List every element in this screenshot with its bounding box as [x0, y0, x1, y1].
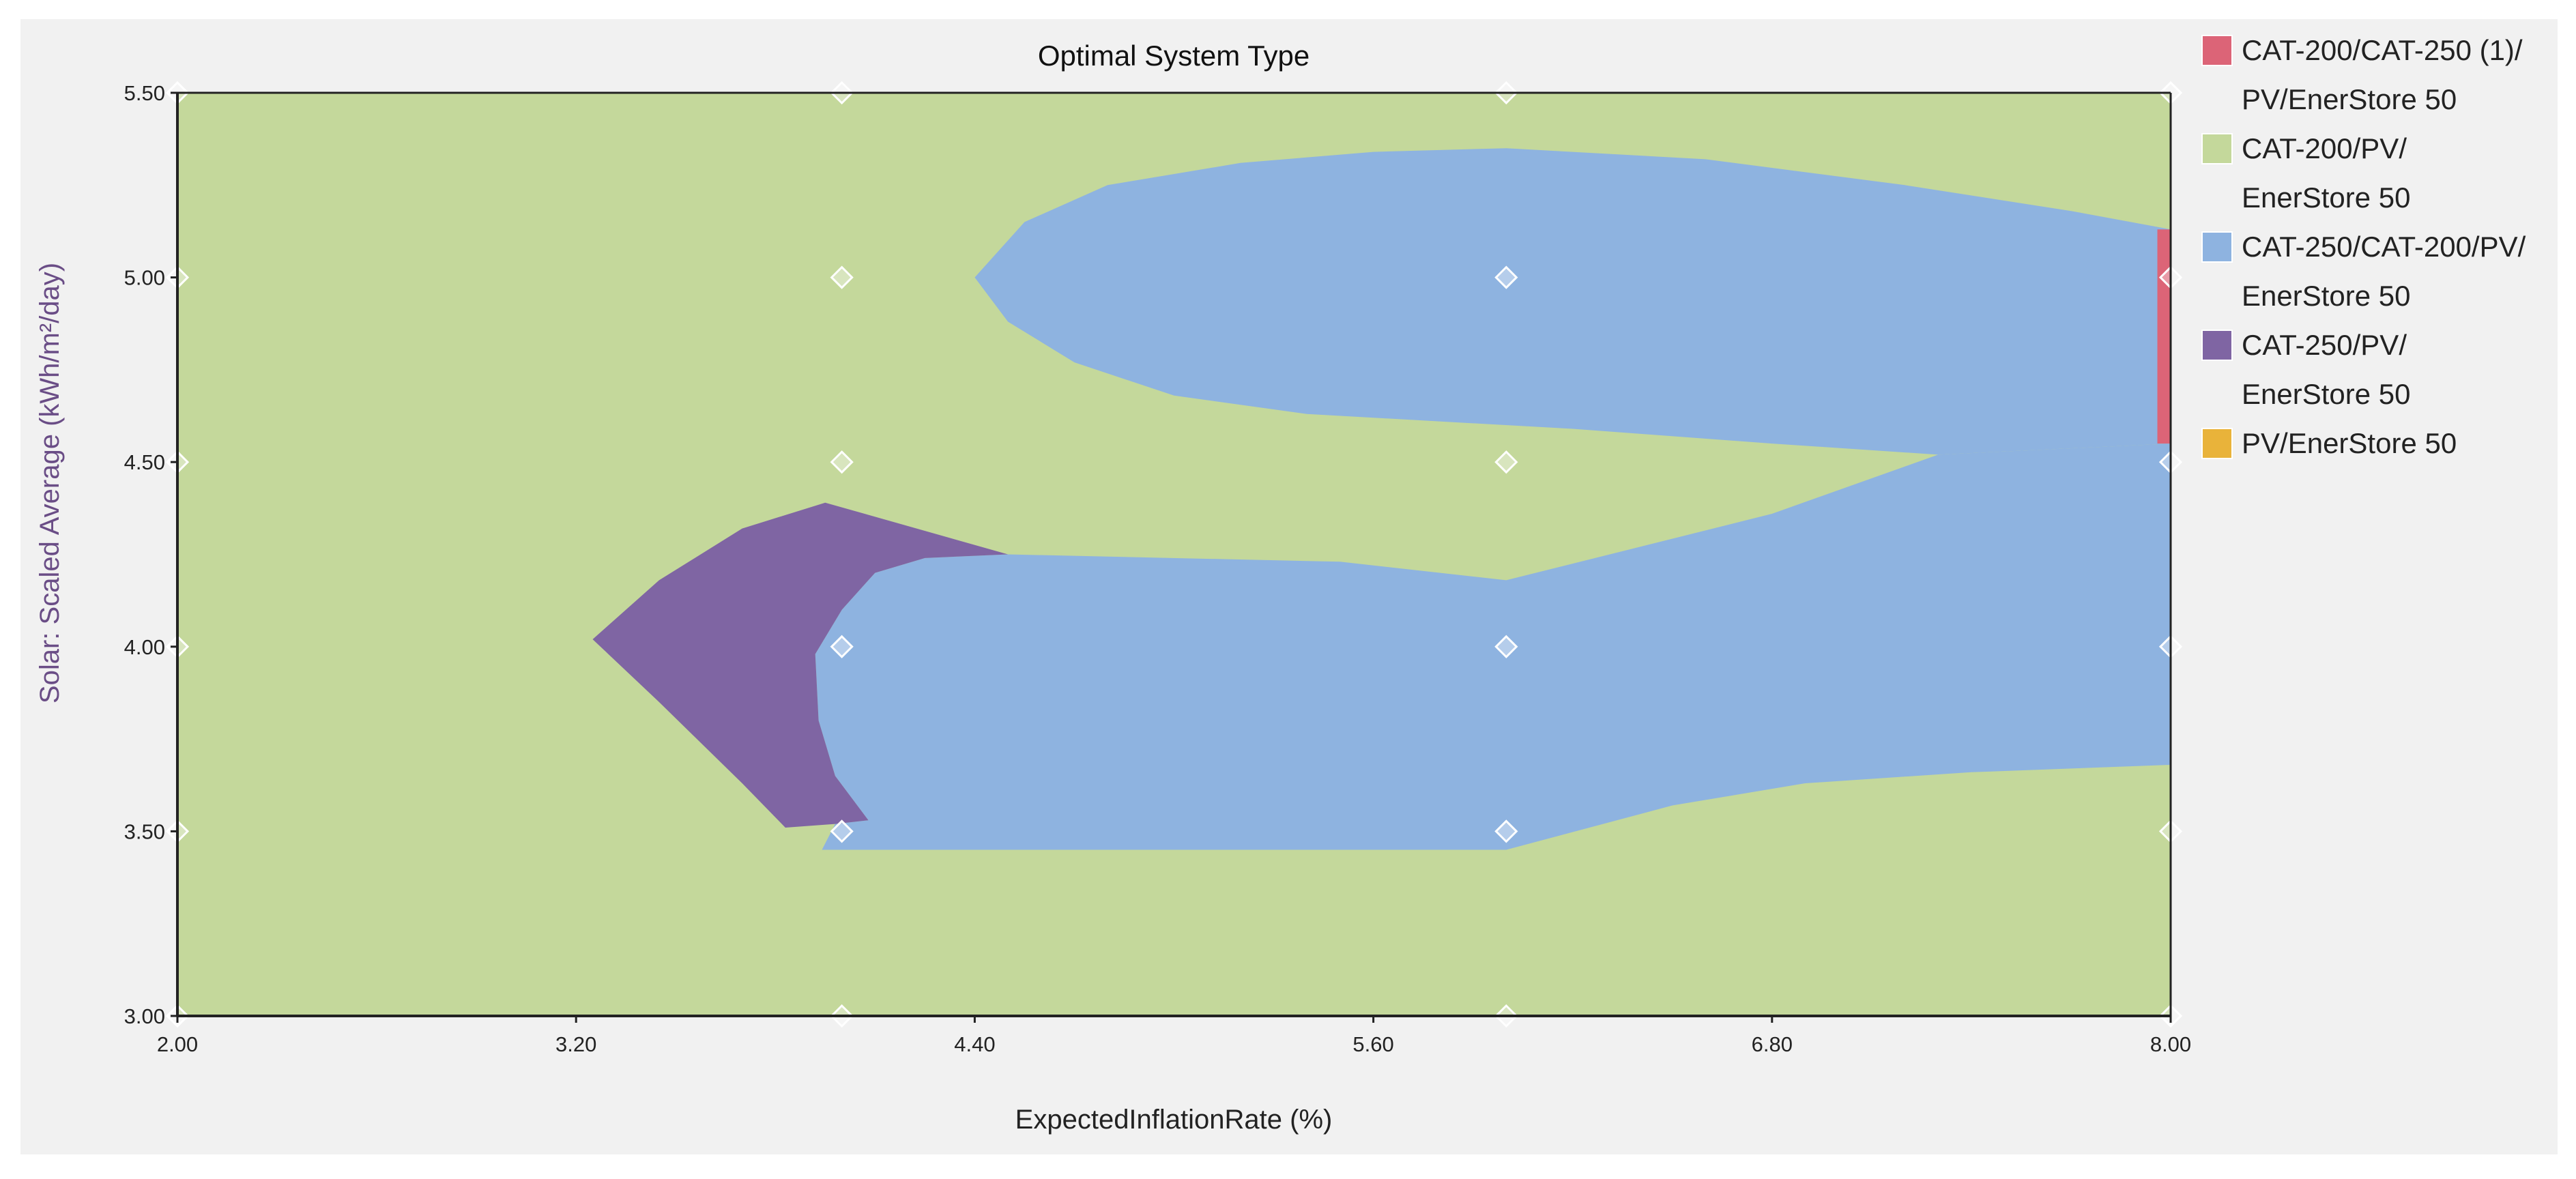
sample-point-marker — [1494, 635, 1518, 658]
x-axis-label: ExpectedInflationRate (%) — [1015, 1105, 1333, 1135]
legend-entry: PV/EnerStore 50 — [2201, 427, 2457, 459]
tick-labels: 2.00 3.20 4.40 5.60 6.80 8.00 3.00 3.50 4.00 4.50… — [124, 81, 2192, 1056]
y-tick-label: 3.00 — [124, 1004, 165, 1028]
sample-point-marker — [1494, 819, 1518, 843]
y-tick-label: 4.00 — [124, 635, 165, 659]
sample-point-marker — [830, 450, 854, 474]
legend-label: EnerStore 50 — [2242, 378, 2411, 410]
y-tick-label: 4.50 — [124, 450, 165, 474]
x-tick-label: 2.00 — [157, 1032, 198, 1056]
sample-point-marker — [1494, 265, 1518, 289]
legend-label: EnerStore 50 — [2242, 280, 2411, 312]
y-tick-label: 3.50 — [124, 819, 165, 843]
lower-blue-region — [815, 443, 2171, 850]
sample-point-marker — [830, 635, 854, 658]
purple-region — [592, 502, 1009, 828]
y-tick-label: 5.50 — [124, 81, 165, 105]
legend-label: PV/EnerStore 50 — [2242, 83, 2457, 115]
legend-label: CAT-200/CAT-250 (1)/ — [2242, 34, 2523, 66]
x-tick-label: 5.60 — [1352, 1032, 1393, 1056]
legend-swatch — [2201, 231, 2233, 263]
sample-point-marker — [1494, 450, 1518, 474]
legend-swatch — [2201, 330, 2233, 361]
chart-frame: Optimal System Type 2.00 3.20 4.40 5.60 6.80… — [20, 19, 2558, 1154]
legend-entry: CAT-200/CAT-250 (1)/ PV/EnerStore 50 — [2201, 34, 2523, 115]
legend-label: PV/EnerStore 50 — [2242, 427, 2457, 459]
x-tick-label: 3.20 — [555, 1032, 596, 1056]
sample-point-marker — [830, 819, 854, 843]
legend-label: CAT-250/CAT-200/PV/ — [2242, 231, 2526, 263]
legend-entry: CAT-250/CAT-200/PV/EnerStore 50 — [2201, 231, 2526, 312]
legend-entry: CAT-200/PV/EnerStore 50 — [2201, 132, 2411, 214]
y-axis-label: Solar: Scaled Average (kWh/m²/day) — [35, 263, 65, 703]
legend-label: EnerStore 50 — [2242, 181, 2411, 214]
chart-title: Optimal System Type — [1038, 40, 1309, 72]
legend-label: CAT-250/PV/ — [2242, 329, 2407, 361]
legend-swatch — [2201, 35, 2233, 66]
legend: CAT-200/CAT-250 (1)/PV/EnerStore 50CAT-2… — [2201, 34, 2526, 459]
plot-area — [177, 93, 2171, 1016]
legend-label: CAT-200/PV/ — [2242, 132, 2407, 164]
upper-blue-region — [974, 148, 2171, 455]
legend-entry: CAT-250/PV/EnerStore 50 — [2201, 329, 2411, 410]
red-strip-region — [2157, 229, 2171, 444]
x-tick-label: 6.80 — [1752, 1032, 1793, 1056]
y-tick-label: 5.00 — [124, 266, 165, 290]
x-tick-label: 4.40 — [954, 1032, 995, 1056]
legend-swatch — [2201, 133, 2233, 164]
chart-svg: Optimal System Type 2.00 3.20 4.40 5.60 6.80… — [35, 34, 2526, 1135]
axes — [176, 91, 2172, 1017]
x-tick-label: 8.00 — [2150, 1032, 2191, 1056]
sample-point-marker — [830, 265, 854, 289]
legend-swatch — [2201, 428, 2233, 459]
